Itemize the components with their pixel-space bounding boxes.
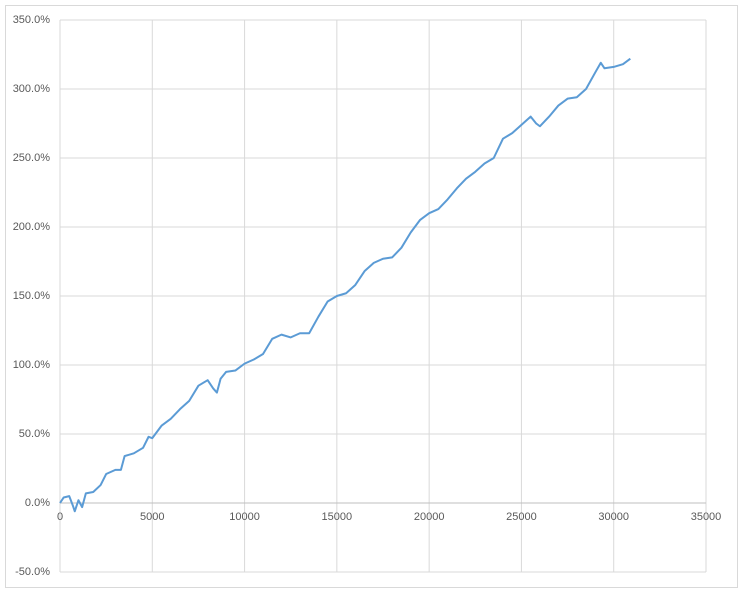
y-tick-label: 300.0%: [13, 83, 51, 95]
y-tick-label: 150.0%: [13, 290, 51, 302]
y-tick-label: 200.0%: [13, 221, 51, 233]
y-tick-label: 250.0%: [13, 152, 51, 164]
data-line: [59, 57, 631, 513]
x-tick-label: 25000: [506, 511, 537, 523]
x-tick-label: 15000: [322, 511, 353, 523]
y-tick-label: -50.0%: [15, 566, 50, 578]
x-tick-label: 35000: [691, 511, 722, 523]
y-tick-label: 50.0%: [19, 428, 50, 440]
x-tick-label: 20000: [414, 511, 445, 523]
y-tick-label: 0.0%: [25, 497, 50, 509]
x-tick-label: 0: [57, 511, 63, 523]
x-tick-label: 5000: [140, 511, 164, 523]
x-tick-label: 10000: [229, 511, 260, 523]
y-tick-label: 350.0%: [13, 14, 51, 26]
y-tick-label: 100.0%: [13, 359, 51, 371]
x-tick-label: 30000: [598, 511, 629, 523]
